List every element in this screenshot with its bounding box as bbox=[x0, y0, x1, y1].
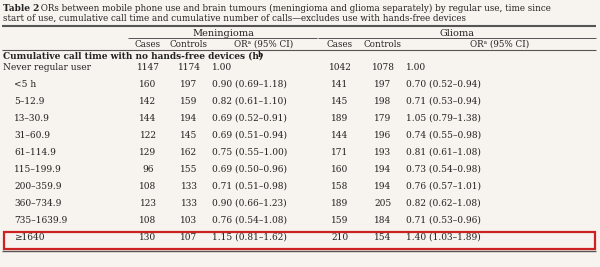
Text: 160: 160 bbox=[331, 165, 349, 174]
Text: Controls: Controls bbox=[170, 40, 208, 49]
Text: 108: 108 bbox=[139, 216, 157, 225]
Text: 1.05 (0.79–1.38): 1.05 (0.79–1.38) bbox=[406, 114, 481, 123]
Text: 1.40 (1.03–1.89): 1.40 (1.03–1.89) bbox=[406, 233, 481, 242]
Text: 193: 193 bbox=[374, 148, 392, 157]
Text: 1147: 1147 bbox=[137, 63, 160, 72]
Text: <5 h: <5 h bbox=[14, 80, 36, 89]
Text: 133: 133 bbox=[181, 182, 197, 191]
Text: 107: 107 bbox=[181, 233, 197, 242]
Text: 197: 197 bbox=[374, 80, 392, 89]
Text: 0.75 (0.55–1.00): 0.75 (0.55–1.00) bbox=[212, 148, 287, 157]
Text: 184: 184 bbox=[374, 216, 392, 225]
Text: 154: 154 bbox=[374, 233, 392, 242]
Text: start of use, cumulative call time and cumulative number of calls—excludes use w: start of use, cumulative call time and c… bbox=[3, 14, 466, 23]
Text: 196: 196 bbox=[374, 131, 392, 140]
Text: 189: 189 bbox=[331, 114, 349, 123]
Text: 0.71 (0.53–0.94): 0.71 (0.53–0.94) bbox=[406, 97, 481, 106]
Text: 130: 130 bbox=[139, 233, 157, 242]
Text: Cases: Cases bbox=[135, 40, 161, 49]
Text: 96: 96 bbox=[142, 165, 154, 174]
Text: 158: 158 bbox=[331, 182, 349, 191]
Text: 0.82 (0.61–1.10): 0.82 (0.61–1.10) bbox=[212, 97, 287, 106]
Text: 0.71 (0.51–0.98): 0.71 (0.51–0.98) bbox=[212, 182, 287, 191]
Text: 735–1639.9: 735–1639.9 bbox=[14, 216, 67, 225]
Text: 145: 145 bbox=[181, 131, 197, 140]
Text: 123: 123 bbox=[139, 199, 157, 208]
Text: Cases: Cases bbox=[327, 40, 353, 49]
Text: 210: 210 bbox=[331, 233, 349, 242]
Text: 122: 122 bbox=[139, 131, 157, 140]
Text: 0.69 (0.51–0.94): 0.69 (0.51–0.94) bbox=[212, 131, 287, 140]
Text: 0.73 (0.54–0.98): 0.73 (0.54–0.98) bbox=[406, 165, 481, 174]
Text: 0.70 (0.52–0.94): 0.70 (0.52–0.94) bbox=[406, 80, 481, 89]
Text: ORᵃ (95% CI): ORᵃ (95% CI) bbox=[234, 40, 293, 49]
Text: 31–60.9: 31–60.9 bbox=[14, 131, 50, 140]
Text: 61–114.9: 61–114.9 bbox=[14, 148, 56, 157]
Text: 108: 108 bbox=[139, 182, 157, 191]
Text: 1042: 1042 bbox=[329, 63, 352, 72]
Text: 171: 171 bbox=[331, 148, 349, 157]
Text: 194: 194 bbox=[374, 165, 392, 174]
Text: Glioma: Glioma bbox=[439, 29, 475, 38]
Text: 189: 189 bbox=[331, 199, 349, 208]
Text: Cumulative call time with no hands-free devices (h): Cumulative call time with no hands-free … bbox=[3, 52, 263, 61]
Text: 160: 160 bbox=[139, 80, 157, 89]
Text: ORs between mobile phone use and brain tumours (meningioma and glioma separately: ORs between mobile phone use and brain t… bbox=[38, 4, 551, 13]
Text: Controls: Controls bbox=[364, 40, 402, 49]
Text: 141: 141 bbox=[331, 80, 349, 89]
Text: 198: 198 bbox=[374, 97, 392, 106]
Text: 133: 133 bbox=[181, 199, 197, 208]
Text: 0.90 (0.66–1.23): 0.90 (0.66–1.23) bbox=[212, 199, 287, 208]
Text: 0.69 (0.52–0.91): 0.69 (0.52–0.91) bbox=[212, 114, 287, 123]
Text: 1.00: 1.00 bbox=[406, 63, 426, 72]
Text: 0.69 (0.50–0.96): 0.69 (0.50–0.96) bbox=[212, 165, 287, 174]
Text: 159: 159 bbox=[331, 216, 349, 225]
Text: Never regular user: Never regular user bbox=[3, 63, 91, 72]
Text: Meningioma: Meningioma bbox=[192, 29, 254, 38]
Text: 197: 197 bbox=[181, 80, 197, 89]
Text: 115–199.9: 115–199.9 bbox=[14, 165, 62, 174]
Text: 194: 194 bbox=[374, 182, 392, 191]
Text: Table 2: Table 2 bbox=[3, 4, 40, 13]
Text: 200–359.9: 200–359.9 bbox=[14, 182, 62, 191]
Text: 205: 205 bbox=[374, 199, 392, 208]
Text: 0.74 (0.55–0.98): 0.74 (0.55–0.98) bbox=[406, 131, 481, 140]
Text: 179: 179 bbox=[374, 114, 392, 123]
Text: 144: 144 bbox=[139, 114, 157, 123]
Text: b: b bbox=[258, 51, 263, 59]
Text: 1.00: 1.00 bbox=[212, 63, 232, 72]
Text: 13–30.9: 13–30.9 bbox=[14, 114, 50, 123]
Text: 5–12.9: 5–12.9 bbox=[14, 97, 44, 106]
Text: 360–734.9: 360–734.9 bbox=[14, 199, 61, 208]
Text: 142: 142 bbox=[139, 97, 157, 106]
Text: 145: 145 bbox=[331, 97, 349, 106]
Text: 0.71 (0.53–0.96): 0.71 (0.53–0.96) bbox=[406, 216, 481, 225]
Text: 1078: 1078 bbox=[371, 63, 395, 72]
Text: 0.76 (0.54–1.08): 0.76 (0.54–1.08) bbox=[212, 216, 287, 225]
Text: 103: 103 bbox=[181, 216, 197, 225]
Text: 0.82 (0.62–1.08): 0.82 (0.62–1.08) bbox=[406, 199, 481, 208]
Bar bbox=[4, 231, 595, 249]
Text: 1.15 (0.81–1.62): 1.15 (0.81–1.62) bbox=[212, 233, 287, 242]
Text: 129: 129 bbox=[139, 148, 157, 157]
Text: ORᵃ (95% CI): ORᵃ (95% CI) bbox=[470, 40, 530, 49]
Text: 155: 155 bbox=[180, 165, 198, 174]
Text: 159: 159 bbox=[181, 97, 197, 106]
Text: 194: 194 bbox=[181, 114, 197, 123]
Text: 1174: 1174 bbox=[178, 63, 200, 72]
Text: 162: 162 bbox=[181, 148, 197, 157]
Text: 144: 144 bbox=[331, 131, 349, 140]
Text: ≥1640: ≥1640 bbox=[14, 233, 44, 242]
Text: 0.76 (0.57–1.01): 0.76 (0.57–1.01) bbox=[406, 182, 481, 191]
Text: 0.81 (0.61–1.08): 0.81 (0.61–1.08) bbox=[406, 148, 481, 157]
Text: 0.90 (0.69–1.18): 0.90 (0.69–1.18) bbox=[212, 80, 287, 89]
